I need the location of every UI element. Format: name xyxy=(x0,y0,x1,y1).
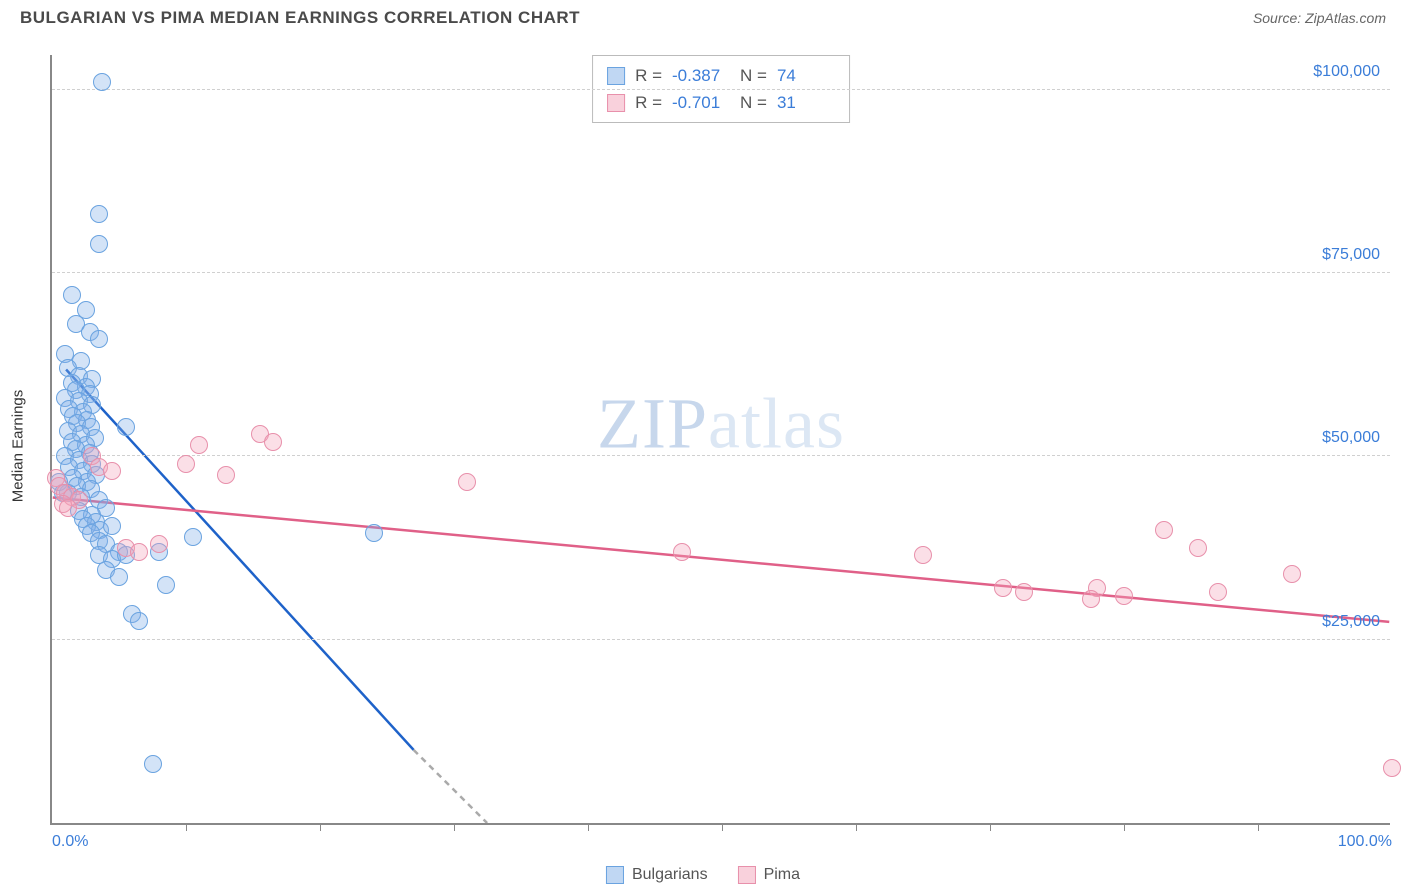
r-label: R = xyxy=(635,89,662,116)
xtick xyxy=(588,823,589,831)
data-point xyxy=(90,330,108,348)
data-point xyxy=(1189,539,1207,557)
swatch-pima-icon xyxy=(607,94,625,112)
data-point xyxy=(1383,759,1401,777)
gridline xyxy=(52,455,1390,456)
data-point xyxy=(150,535,168,553)
xtick xyxy=(1258,823,1259,831)
data-point xyxy=(184,528,202,546)
legend-stats-row-b: R = -0.701 N = 31 xyxy=(607,89,835,116)
r-label: R = xyxy=(635,62,662,89)
data-point xyxy=(59,499,77,517)
ytick-label: $75,000 xyxy=(1322,246,1380,264)
data-point xyxy=(1283,565,1301,583)
xtick xyxy=(186,823,187,831)
n-label: N = xyxy=(740,62,767,89)
data-point xyxy=(110,568,128,586)
data-point xyxy=(365,524,383,542)
ytick-label: $50,000 xyxy=(1322,429,1380,447)
xtick-label: 100.0% xyxy=(1338,833,1392,851)
data-point xyxy=(117,418,135,436)
source-attribution: Source: ZipAtlas.com xyxy=(1253,10,1386,26)
swatch-bulgarians-icon xyxy=(607,67,625,85)
legend-label-b: Pima xyxy=(764,866,800,884)
xtick xyxy=(320,823,321,831)
data-point xyxy=(103,517,121,535)
data-point xyxy=(1115,587,1133,605)
data-point xyxy=(130,612,148,630)
xtick xyxy=(856,823,857,831)
data-point xyxy=(130,543,148,561)
legend-stats-row-a: R = -0.387 N = 74 xyxy=(607,62,835,89)
data-point xyxy=(90,235,108,253)
n-value-b: 31 xyxy=(777,89,835,116)
legend-item-bulgarians: Bulgarians xyxy=(606,866,708,884)
data-point xyxy=(1155,521,1173,539)
r-value-b: -0.701 xyxy=(672,89,730,116)
swatch-pima-icon xyxy=(738,866,756,884)
xtick xyxy=(722,823,723,831)
data-point xyxy=(994,579,1012,597)
n-value-a: 74 xyxy=(777,62,835,89)
y-axis-label: Median Earnings xyxy=(10,390,27,503)
data-point xyxy=(264,433,282,451)
gridline xyxy=(52,639,1390,640)
data-point xyxy=(1209,583,1227,601)
data-point xyxy=(190,436,208,454)
data-point xyxy=(673,543,691,561)
data-point xyxy=(1015,583,1033,601)
data-point xyxy=(93,73,111,91)
data-point xyxy=(458,473,476,491)
xtick xyxy=(454,823,455,831)
data-point xyxy=(90,205,108,223)
scatter-chart: ZIPatlas R = -0.387 N = 74 R = -0.701 N … xyxy=(50,55,1390,825)
legend-label-a: Bulgarians xyxy=(632,866,708,884)
ytick-label: $100,000 xyxy=(1313,63,1380,81)
watermark: ZIPatlas xyxy=(597,382,845,465)
n-label: N = xyxy=(740,89,767,116)
gridline xyxy=(52,272,1390,273)
xtick xyxy=(990,823,991,831)
data-point xyxy=(63,286,81,304)
data-point xyxy=(144,755,162,773)
r-value-a: -0.387 xyxy=(672,62,730,89)
gridline xyxy=(52,89,1390,90)
data-point xyxy=(1082,590,1100,608)
data-point xyxy=(177,455,195,473)
swatch-bulgarians-icon xyxy=(606,866,624,884)
legend-item-pima: Pima xyxy=(738,866,800,884)
bottom-legend: Bulgarians Pima xyxy=(606,866,800,884)
data-point xyxy=(217,466,235,484)
xtick xyxy=(1124,823,1125,831)
xtick-label: 0.0% xyxy=(52,833,88,851)
chart-title: BULGARIAN VS PIMA MEDIAN EARNINGS CORREL… xyxy=(20,8,580,28)
data-point xyxy=(103,462,121,480)
ytick-label: $25,000 xyxy=(1322,613,1380,631)
data-point xyxy=(914,546,932,564)
data-point xyxy=(157,576,175,594)
